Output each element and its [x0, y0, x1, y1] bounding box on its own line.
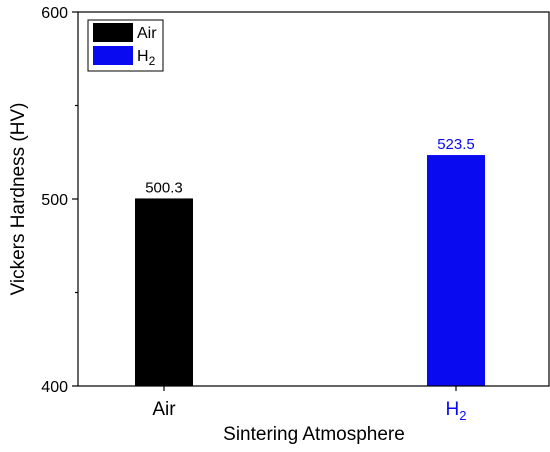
axes: [72, 11, 550, 391]
x-tick-label-h2: H2: [446, 399, 467, 423]
bar-h2: [427, 155, 485, 386]
y-tick-label: 400: [41, 379, 68, 396]
y-tick-label: 500: [41, 192, 68, 209]
data-label-h2: 523.5: [437, 136, 475, 153]
y-tick-labels: 400 500 600: [41, 5, 68, 396]
y-tick-label: 600: [41, 5, 68, 22]
legend-swatch: [93, 46, 133, 65]
bars: [135, 155, 485, 386]
x-tick-labels: Air H2: [152, 399, 466, 423]
x-axis-title: Sintering Atmosphere: [223, 424, 405, 445]
data-labels: 500.3 523.5: [145, 136, 475, 196]
legend-label: Air: [137, 25, 157, 42]
legend-swatch: [93, 23, 133, 42]
data-label-air: 500.3: [145, 179, 183, 196]
bar-air: [135, 198, 193, 386]
x-tick-label-air: Air: [152, 399, 176, 420]
y-axis-title: Vickers Hardness (HV): [8, 103, 29, 296]
